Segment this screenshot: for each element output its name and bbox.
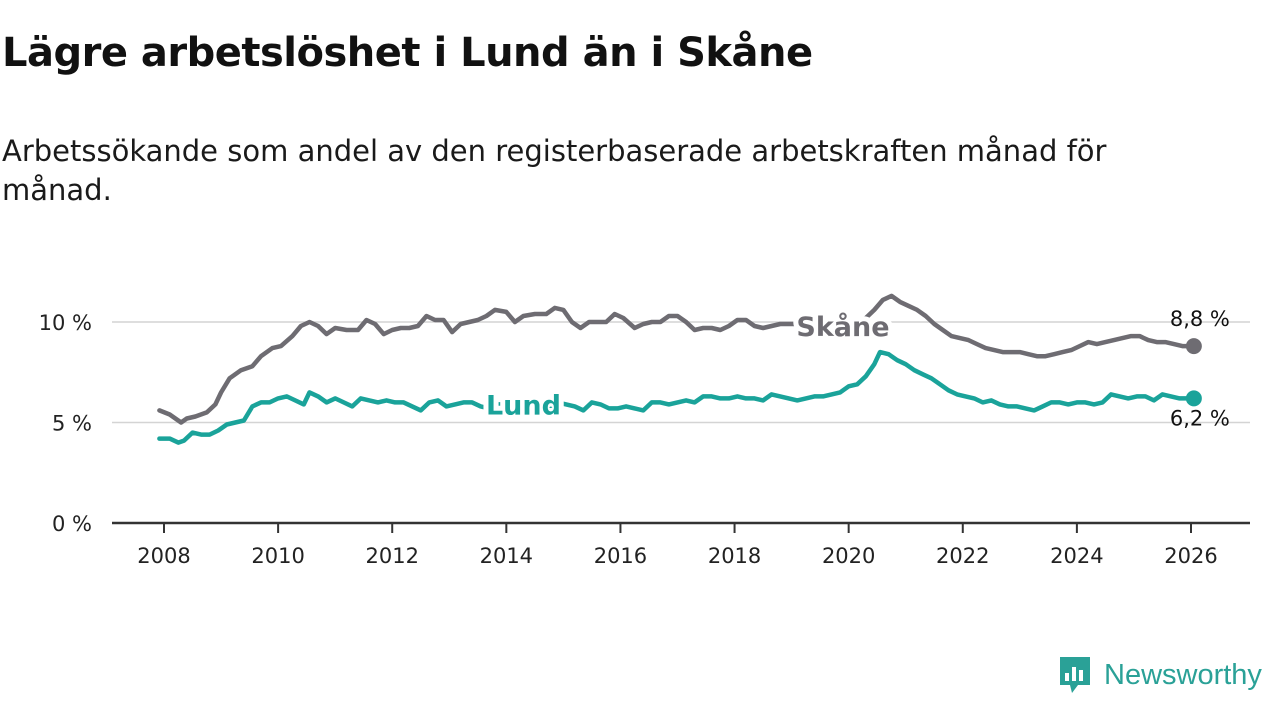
newsworthy-brand[interactable]: Newsworthy [1058, 654, 1262, 696]
series-end-label: 8,8 % [1170, 307, 1230, 331]
page-subtitle: Arbetssökande som andel av den registerb… [2, 134, 1107, 207]
axis-layer: 0 % 5 % 10 % 2008 2010 2012 2014 2016 2018 2020 20… [39, 311, 1250, 568]
series-end-point [1185, 338, 1202, 355]
x-tick-label: 2010 [251, 544, 304, 568]
series-end-label: 6,2 % [1170, 406, 1230, 430]
x-tick-label: 2012 [365, 544, 418, 568]
newsworthy-logo-icon [1060, 657, 1090, 693]
series-label-halo: Lund [486, 390, 561, 421]
y-tick-label: 0 % [52, 512, 92, 536]
x-tick-label: 2014 [480, 544, 533, 568]
series-end-point [1185, 390, 1202, 407]
x-tick-label: 2026 [1164, 544, 1217, 568]
x-tick-label: 2024 [1050, 544, 1103, 568]
x-tick-label: 2022 [936, 544, 989, 568]
x-tick-label: 2020 [822, 544, 875, 568]
x-tick-label: 2018 [708, 544, 761, 568]
series-line-skne [157, 293, 1197, 425]
grid-layer [112, 321, 1250, 424]
brand-name: Newsworthy [1104, 658, 1262, 691]
series-label-halo: Skåne [796, 311, 889, 343]
series-layer [157, 293, 1202, 445]
series-line-lund [157, 349, 1197, 445]
series-label: Skåne [796, 311, 889, 343]
x-tick-label: 2016 [594, 544, 647, 568]
page-title: Lägre arbetslöshet i Lund än i Skåne [2, 30, 813, 76]
x-tick-label: 2008 [137, 544, 190, 568]
y-tick-label: 5 % [52, 412, 92, 436]
y-tick-label: 10 % [39, 311, 92, 335]
series-label: Lund [486, 390, 561, 421]
